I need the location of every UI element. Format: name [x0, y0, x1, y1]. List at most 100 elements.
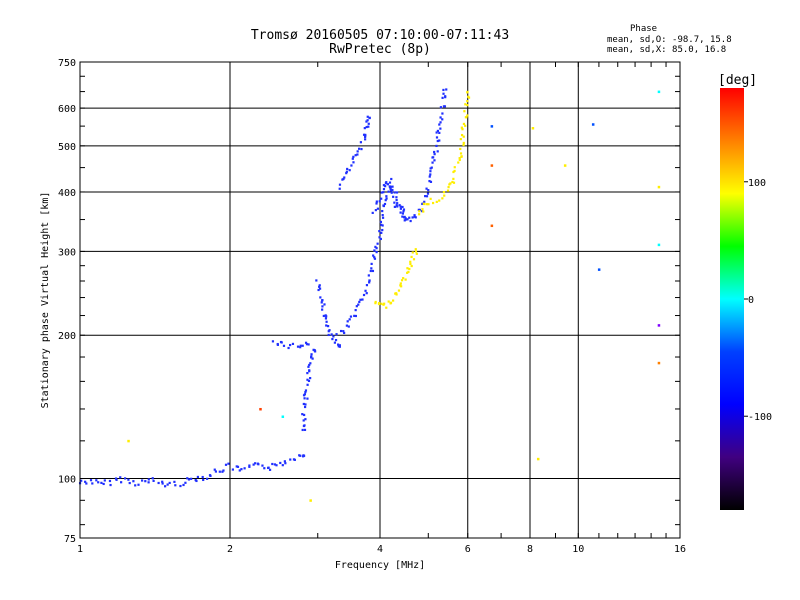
data-point	[371, 211, 374, 214]
data-point	[370, 262, 373, 265]
data-point	[368, 281, 371, 284]
data-point	[390, 177, 393, 181]
data-point	[430, 166, 433, 169]
data-point	[376, 207, 379, 210]
data-point	[357, 303, 360, 306]
data-point	[335, 333, 338, 336]
data-point	[457, 161, 460, 164]
stats-x-mode: mean, sd,X: 85.0, 16.8	[607, 45, 727, 55]
data-point	[395, 293, 398, 296]
data-point	[403, 215, 406, 219]
data-point	[327, 324, 330, 328]
data-point	[426, 192, 430, 195]
data-point	[85, 482, 88, 485]
data-point	[591, 123, 595, 126]
data-point	[357, 147, 361, 150]
data-point	[380, 197, 383, 200]
data-point	[240, 468, 243, 471]
data-point	[271, 462, 274, 466]
data-point	[462, 122, 466, 126]
data-point	[465, 116, 468, 119]
data-point	[436, 129, 440, 133]
data-point	[429, 167, 432, 170]
data-point	[364, 133, 367, 136]
data-point	[388, 185, 391, 188]
data-point	[466, 90, 469, 94]
data-point	[439, 106, 442, 109]
data-point	[367, 122, 370, 125]
data-point	[102, 482, 105, 486]
data-point	[452, 177, 455, 180]
data-point	[302, 454, 305, 457]
data-point	[402, 210, 405, 213]
data-point	[327, 333, 330, 337]
data-point	[429, 197, 432, 200]
data-point	[453, 169, 456, 173]
data-point	[408, 267, 411, 271]
data-point	[381, 214, 384, 217]
y-axis: 75 100 200 300 400 500 600 750	[58, 58, 680, 545]
data-point	[108, 479, 112, 483]
data-point	[213, 468, 216, 471]
data-point	[375, 202, 378, 205]
data-point	[443, 105, 447, 108]
data-point	[597, 268, 601, 271]
data-point	[429, 173, 432, 176]
data-point	[184, 481, 187, 484]
data-point	[354, 309, 357, 312]
data-point	[361, 298, 364, 301]
data-point	[563, 164, 567, 167]
data-point	[435, 131, 438, 134]
data-point	[309, 362, 312, 365]
data-point	[399, 282, 402, 285]
data-point	[321, 305, 324, 308]
data-point	[304, 403, 307, 406]
colorbar-label: [deg]	[718, 73, 757, 88]
data-point	[323, 303, 326, 306]
data-point	[190, 477, 193, 480]
data-point	[413, 214, 416, 217]
y-tick-label: 300	[58, 247, 76, 258]
data-point	[214, 470, 218, 473]
data-point	[384, 185, 387, 188]
data-point	[461, 128, 464, 131]
data-point	[406, 271, 409, 274]
data-point	[364, 289, 367, 292]
data-point	[356, 150, 359, 153]
data-point	[435, 144, 438, 148]
data-point	[443, 194, 446, 197]
data-point	[91, 482, 94, 485]
data-point	[404, 217, 407, 220]
data-point	[375, 247, 378, 250]
data-point	[127, 439, 130, 443]
data-point	[243, 467, 246, 470]
data-point	[161, 480, 164, 483]
data-point	[382, 191, 385, 194]
data-point	[378, 236, 381, 239]
data-point	[439, 121, 442, 124]
data-point	[227, 462, 230, 465]
data-point	[466, 103, 469, 107]
colorbar-tick-label: 100	[748, 178, 766, 189]
data-point	[293, 458, 296, 461]
data-point	[307, 379, 311, 383]
data-point	[362, 133, 366, 136]
data-point	[421, 208, 424, 211]
data-point	[391, 188, 394, 192]
data-point	[318, 287, 322, 290]
data-point	[333, 341, 336, 344]
x-axis-label: Frequency [MHz]	[335, 560, 425, 571]
data-point	[404, 218, 407, 221]
data-point	[377, 302, 381, 305]
data-point	[303, 428, 307, 432]
data-point	[115, 478, 118, 481]
data-point	[350, 164, 353, 167]
data-point	[462, 141, 465, 145]
data-point	[373, 256, 376, 259]
data-point	[385, 195, 388, 198]
data-point	[268, 468, 272, 471]
data-point	[411, 216, 414, 219]
data-point	[317, 288, 320, 292]
data-point	[360, 147, 363, 151]
data-point	[342, 330, 345, 333]
